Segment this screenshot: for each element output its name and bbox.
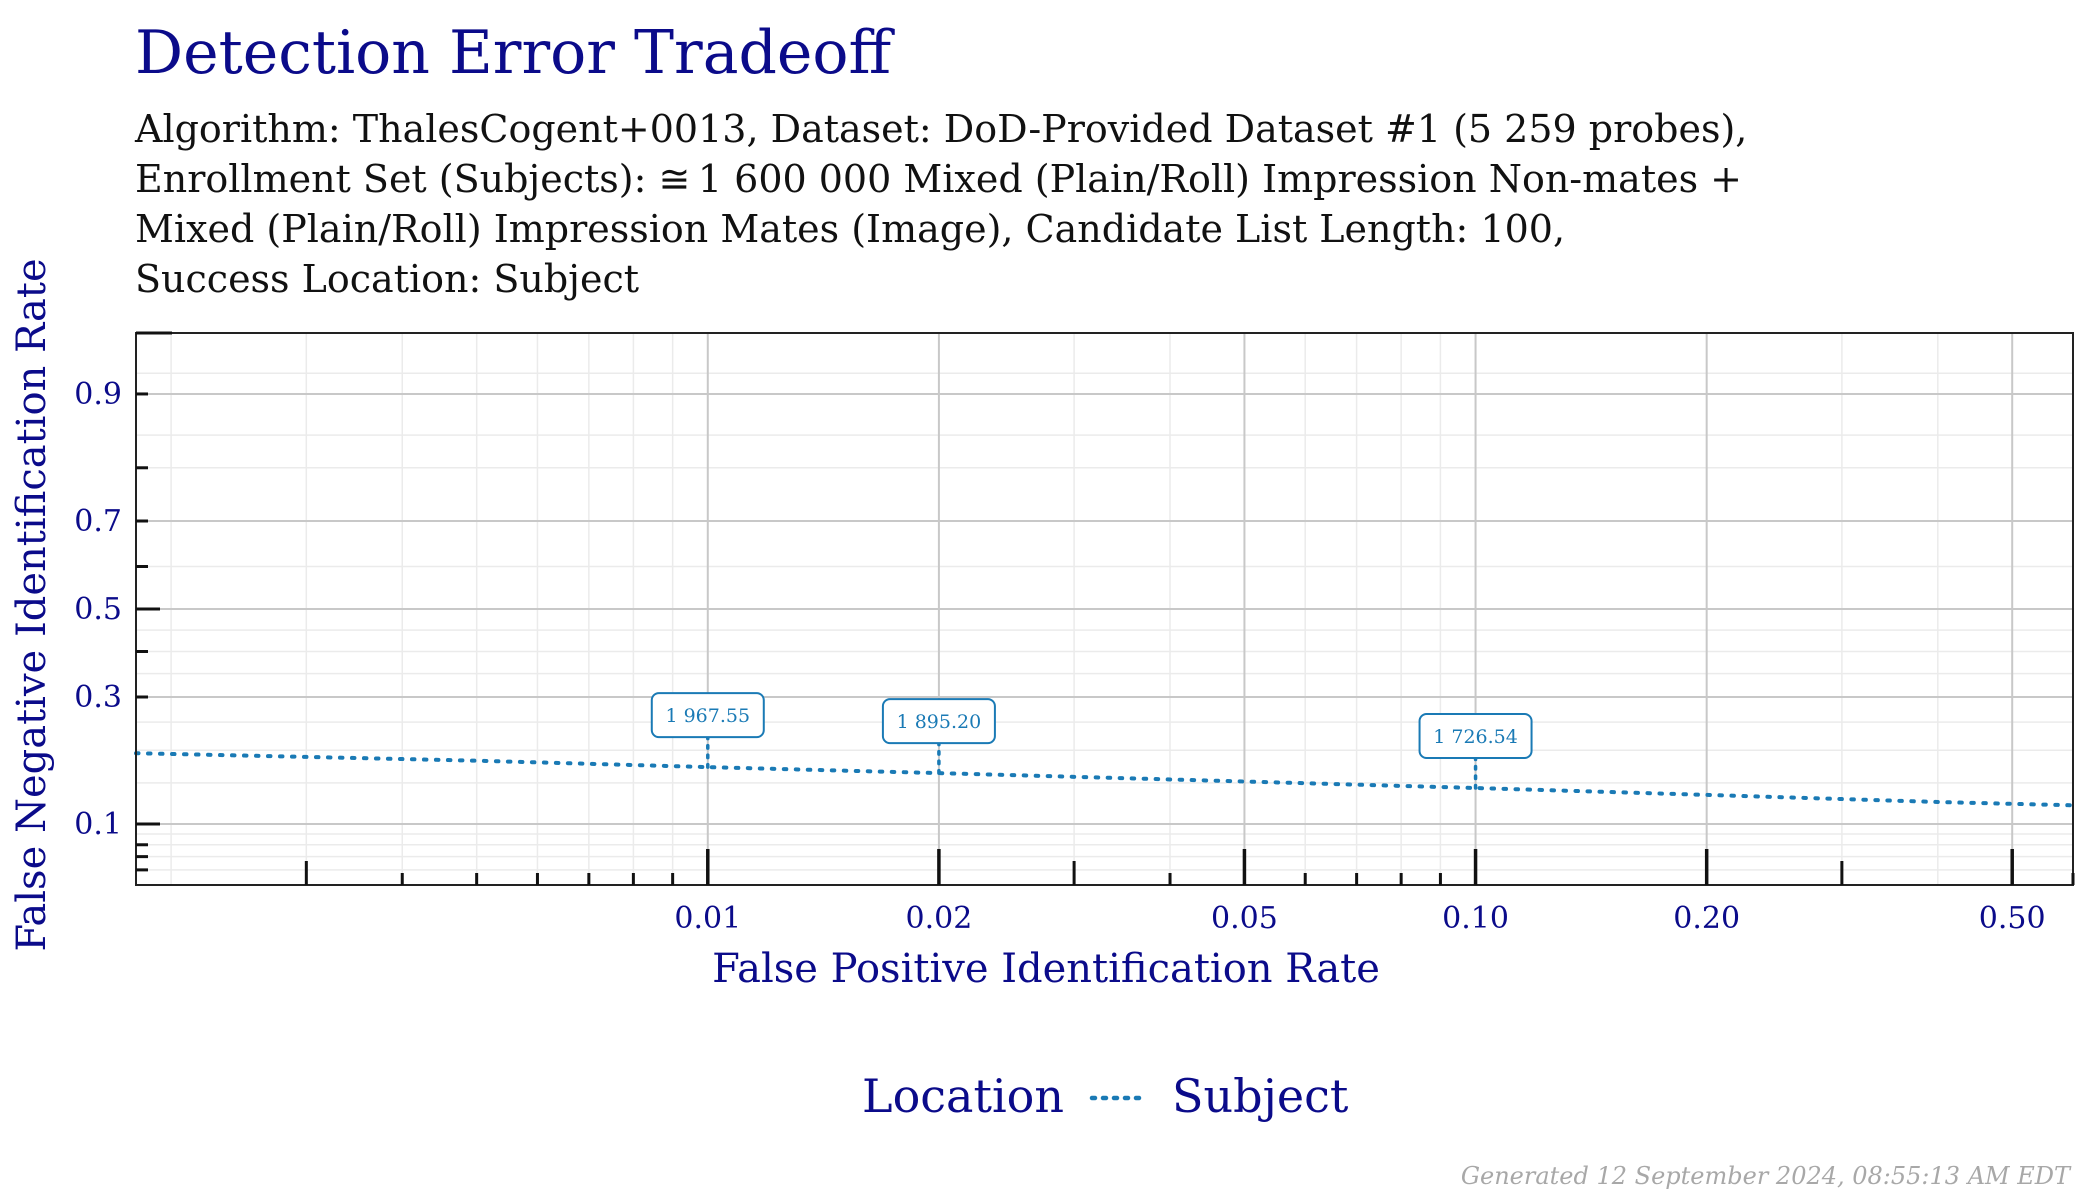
x-tick-label: 0.20 — [1673, 901, 1740, 936]
major-gridlines — [136, 333, 2073, 885]
subtitle-line: Enrollment Set (Subjects): ≅ 1 600 000 M… — [135, 157, 1743, 201]
y-tick-label: 0.9 — [74, 377, 122, 412]
chart-title: Detection Error Tradeoff — [135, 18, 892, 88]
chart-subtitle: Algorithm: ThalesCogent+0013, Dataset: D… — [135, 104, 2035, 304]
axis-ticks — [136, 331, 2075, 885]
x-tick-label: 0.01 — [674, 901, 741, 936]
tick-labels: 0.01 0.02 0.05 0.10 0.20 0.50 0.1 0.3 0.5 0.7 0.9 — [74, 377, 2045, 936]
series-layer — [134, 751, 2075, 808]
x-tick-label: 0.05 — [1211, 901, 1278, 936]
y-tick-label: 0.5 — [74, 592, 122, 627]
annotation-box — [881, 698, 996, 745]
x-tick-label: 0.10 — [1442, 901, 1509, 936]
x-axis-label: False Positive Identification Rate — [712, 946, 1380, 992]
y-tick-label: 0.3 — [74, 680, 122, 715]
x-tick-label: 0.50 — [1979, 901, 2046, 936]
x-tick-label: 0.02 — [906, 901, 973, 936]
annotation-label: 1 967.55 — [665, 705, 750, 727]
annotation-layer: 1 967.55 1 895.20 1 726.54 — [650, 692, 1533, 790]
subtitle-line: Mixed (Plain/Roll) Impression Mates (Ima… — [135, 207, 1566, 251]
annotation-label: 1 726.54 — [1433, 726, 1518, 748]
series-line-subject — [134, 751, 2075, 808]
y-tick-label: 0.1 — [74, 807, 122, 842]
y-tick-label: 0.7 — [74, 504, 122, 539]
legend-title: Location — [862, 1069, 1064, 1123]
generated-timestamp: Generated 12 September 2024, 08:55:13 AM… — [1460, 1162, 2070, 1190]
legend: Location Subject — [862, 1069, 1349, 1123]
y-axis-label: False Negative Identification Rate — [9, 258, 55, 951]
annotation-box — [650, 692, 765, 739]
legend-entry-subject: Subject — [1172, 1069, 1349, 1123]
annotation-box — [1418, 713, 1533, 760]
subtitle-line: Success Location: Subject — [135, 257, 640, 301]
annotation-label: 1 895.20 — [897, 711, 982, 733]
subtitle-line: Algorithm: ThalesCogent+0013, Dataset: D… — [135, 107, 1748, 151]
